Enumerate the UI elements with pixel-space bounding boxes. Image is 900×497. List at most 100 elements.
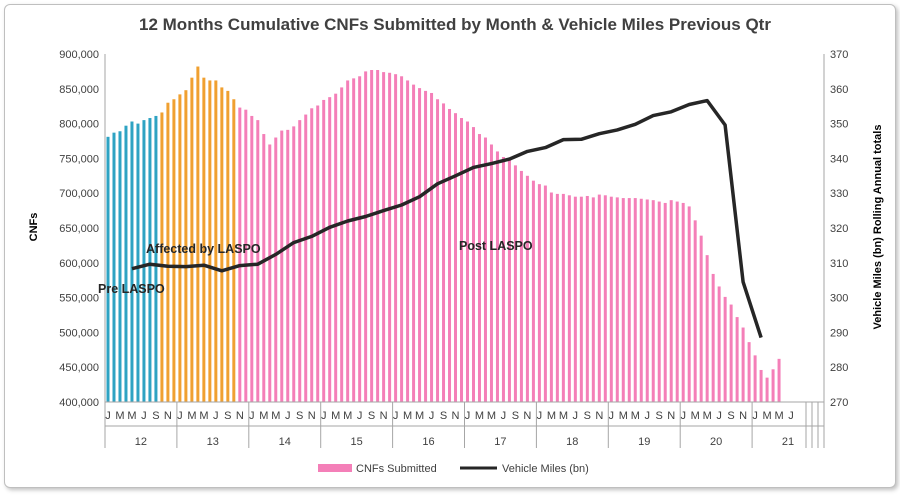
bar-post-laspo-78 (574, 197, 577, 402)
bar-post-laspo-99 (700, 236, 703, 402)
bar-post-laspo-105 (736, 317, 739, 402)
bar-post-laspo-47 (388, 73, 391, 402)
bar-post-laspo-64 (490, 144, 493, 402)
x-month-label: N (452, 410, 460, 422)
x-month-label: J (465, 410, 471, 422)
x-month-label: N (308, 410, 316, 422)
bar-post-laspo-54 (430, 93, 433, 402)
x-month-label: M (475, 410, 484, 422)
bar-post-laspo-28 (274, 138, 277, 402)
x-month-label: N (380, 410, 388, 422)
bar-post-laspo-73 (544, 186, 547, 402)
y-tick-label: 400,000 (59, 397, 99, 409)
x-month-label: M (559, 410, 568, 422)
x-month-label: M (547, 410, 556, 422)
bar-post-laspo-30 (286, 130, 289, 402)
bar-post-laspo-71 (532, 181, 535, 402)
y2-tick-label: 290 (830, 327, 848, 339)
bar-post-laspo-79 (580, 197, 583, 402)
x-month-label: N (523, 410, 531, 422)
chart-svg: 12 Months Cumulative CNFs Submitted by M… (5, 5, 900, 497)
bar-post-laspo-48 (394, 74, 397, 402)
x-month-label: J (752, 410, 758, 422)
x-month-label: N (595, 410, 603, 422)
bar-pre-laspo-1 (112, 133, 115, 402)
x-month-label: S (152, 410, 159, 422)
x-month-label: M (619, 410, 628, 422)
x-month-label: J (177, 410, 183, 422)
bar-post-laspo-45 (376, 70, 379, 402)
bar-post-laspo-65 (496, 151, 499, 402)
bar-post-laspo-96 (682, 203, 685, 402)
x-month-label: M (127, 410, 136, 422)
bar-post-laspo-112 (778, 359, 781, 402)
bar-pre-laspo-4 (130, 122, 133, 402)
bar-post-laspo-41 (352, 78, 355, 402)
y-axis-label: CNFs (28, 213, 40, 242)
x-year-label: 18 (566, 436, 578, 448)
bar-post-laspo-84 (610, 197, 613, 402)
x-month-label: S (368, 410, 375, 422)
bar-post-laspo-110 (766, 378, 769, 402)
bar-affected-by-laspo-16 (202, 78, 205, 402)
bar-post-laspo-49 (400, 76, 403, 402)
bar-post-laspo-59 (460, 118, 463, 402)
bar-post-laspo-35 (316, 106, 319, 403)
x-month-label: J (285, 410, 291, 422)
bar-post-laspo-91 (652, 200, 655, 402)
x-month-label: S (296, 410, 303, 422)
bar-post-laspo-27 (268, 144, 271, 402)
legend-swatch-cnfs (318, 464, 352, 472)
x-year-label: 17 (494, 436, 506, 448)
bar-post-laspo-56 (442, 103, 445, 402)
x-month-label: M (199, 410, 208, 422)
bar-post-laspo-40 (346, 80, 349, 402)
x-month-label: J (573, 410, 579, 422)
bar-post-laspo-34 (310, 108, 313, 402)
bar-post-laspo-104 (730, 305, 733, 402)
y-tick-label: 750,000 (59, 153, 99, 165)
bar-post-laspo-95 (676, 202, 679, 402)
bar-post-laspo-76 (562, 194, 565, 402)
bar-post-laspo-29 (280, 131, 283, 402)
bar-post-laspo-93 (664, 203, 667, 402)
bar-post-laspo-44 (370, 70, 373, 402)
bar-post-laspo-77 (568, 195, 571, 402)
bar-post-laspo-66 (502, 157, 505, 402)
bar-post-laspo-87 (628, 198, 631, 402)
bar-post-laspo-108 (754, 355, 757, 402)
bar-post-laspo-80 (586, 196, 589, 402)
x-month-label: M (691, 410, 700, 422)
bar-pre-laspo-8 (154, 116, 157, 402)
annotation-affected-by-laspo: Affected by LASPO (146, 242, 261, 256)
bar-post-laspo-52 (418, 88, 421, 402)
x-month-label: S (440, 410, 447, 422)
bar-post-laspo-70 (526, 176, 529, 402)
x-year-label: 20 (710, 436, 722, 448)
bar-post-laspo-90 (646, 199, 649, 402)
x-month-label: M (259, 410, 268, 422)
x-month-label: N (667, 410, 675, 422)
bar-post-laspo-74 (550, 193, 553, 403)
y2-tick-label: 300 (830, 293, 848, 305)
x-month-label: J (213, 410, 219, 422)
bar-post-laspo-53 (424, 91, 427, 402)
bar-post-laspo-36 (322, 100, 325, 402)
bar-post-laspo-109 (760, 370, 763, 402)
bar-post-laspo-33 (304, 115, 307, 402)
y2-tick-label: 330 (830, 188, 848, 200)
x-year-label: 15 (350, 436, 362, 448)
bar-post-laspo-26 (262, 134, 265, 402)
x-month-label: J (501, 410, 507, 422)
bar-post-laspo-85 (616, 197, 619, 402)
x-year-label: 16 (422, 436, 434, 448)
x-month-label: J (357, 410, 363, 422)
annotation-pre-laspo: Pre LASPO (98, 282, 165, 296)
bar-post-laspo-97 (688, 206, 691, 402)
x-month-label: J (680, 410, 686, 422)
bar-post-laspo-81 (592, 197, 595, 402)
legend-label-vehicle-miles: Vehicle Miles (bn) (502, 463, 589, 475)
bar-post-laspo-57 (448, 109, 451, 402)
bar-post-laspo-68 (514, 165, 517, 402)
bar-post-laspo-58 (454, 113, 457, 402)
